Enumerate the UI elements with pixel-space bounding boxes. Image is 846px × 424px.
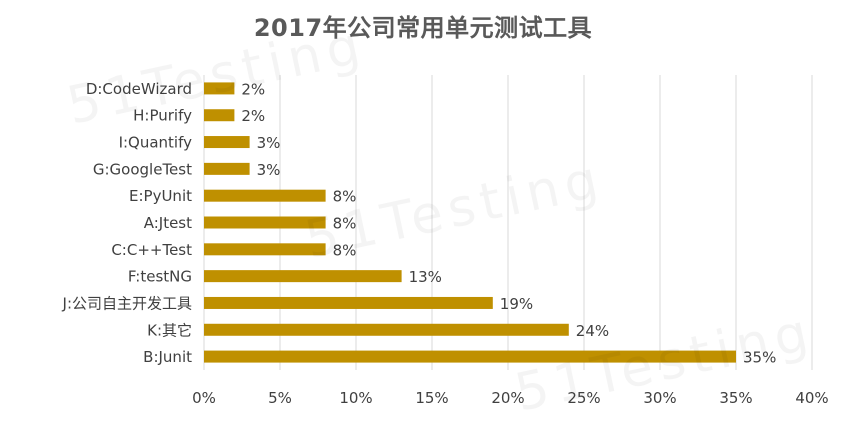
data-label: 8% <box>333 215 357 233</box>
bar <box>204 109 235 122</box>
bar <box>204 136 250 149</box>
bars <box>204 82 736 363</box>
x-tick-label: 25% <box>567 389 600 407</box>
x-tick-label: 30% <box>643 389 676 407</box>
category-label: D:CodeWizard <box>86 80 192 98</box>
bar <box>204 82 235 95</box>
category-label: I:Quantify <box>119 134 193 152</box>
data-label: 3% <box>257 134 281 152</box>
data-label: 8% <box>333 188 357 206</box>
bar <box>204 189 326 202</box>
data-label: 13% <box>409 268 442 286</box>
category-label: B:Junit <box>143 348 192 366</box>
x-tick-label: 15% <box>415 389 448 407</box>
category-label: K:其它 <box>147 321 192 339</box>
bar <box>204 323 569 336</box>
data-label: 35% <box>743 349 776 367</box>
category-label: G:GoogleTest <box>93 160 192 178</box>
data-label: 19% <box>500 295 533 313</box>
x-tick-label: 40% <box>795 389 828 407</box>
data-label: 8% <box>333 241 357 259</box>
x-tick-label: 10% <box>339 389 372 407</box>
category-label: C:C++Test <box>111 241 192 259</box>
data-label: 3% <box>257 161 281 179</box>
x-tick-label: 5% <box>268 389 292 407</box>
category-label: F:testNG <box>128 268 192 286</box>
bar <box>204 350 736 363</box>
bar <box>204 243 326 256</box>
category-label: A:Jtest <box>144 214 192 232</box>
bar <box>204 270 402 283</box>
category-label: E:PyUnit <box>129 187 192 205</box>
x-tick-label: 0% <box>192 389 216 407</box>
bar <box>204 296 493 309</box>
x-tick-label: 20% <box>491 389 524 407</box>
data-labels: 2% 2% 3% 3% 8% 8% 8% 13% 19% 24% 35% <box>241 80 776 366</box>
chart-title: 2017年公司常用单元测试工具 <box>253 14 593 42</box>
x-axis-tick-labels: 0% 5% 10% 15% 20% 25% 30% 35% 40% <box>192 389 829 407</box>
category-label: H:Purify <box>133 107 192 125</box>
category-labels: D:CodeWizard H:Purify I:Quantify G:GoogleTe… <box>62 80 193 366</box>
category-label: J:公司自主开发工具 <box>62 294 192 312</box>
x-tick-label: 35% <box>719 389 752 407</box>
data-label: 2% <box>241 80 265 98</box>
data-label: 24% <box>576 322 609 340</box>
bar <box>204 162 250 175</box>
data-label: 2% <box>241 107 265 125</box>
bar <box>204 216 326 229</box>
